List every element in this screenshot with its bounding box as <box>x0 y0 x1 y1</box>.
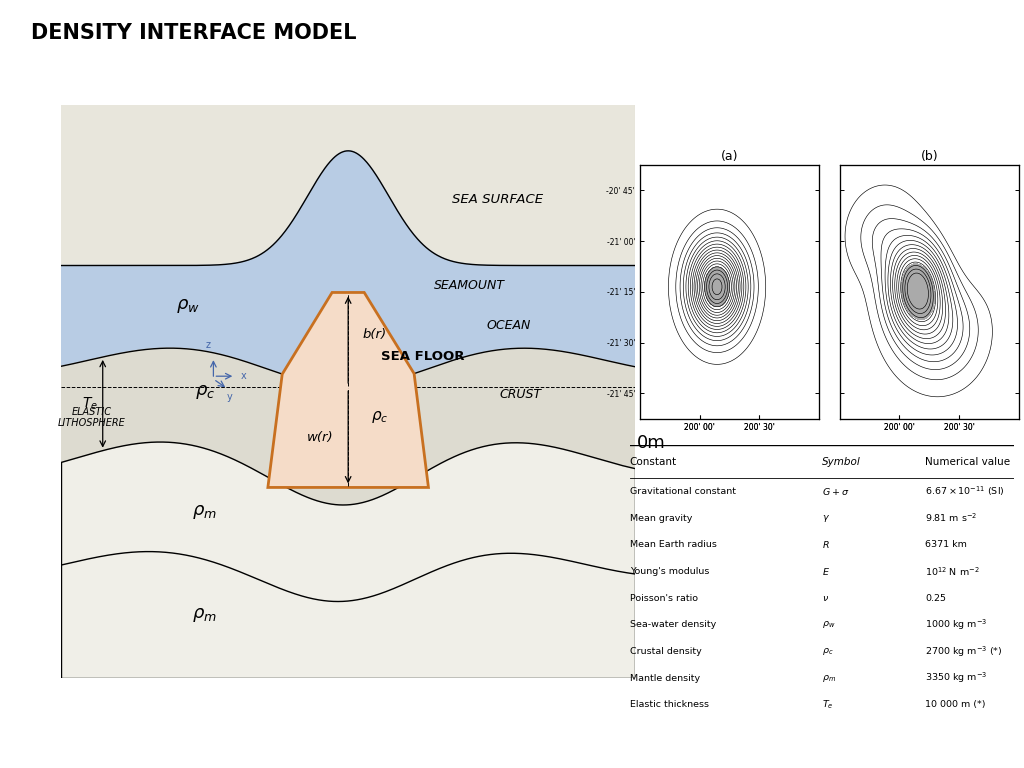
Text: 0m: 0m <box>637 434 666 452</box>
Text: Elastic thickness: Elastic thickness <box>630 700 709 710</box>
Text: $T_e$: $T_e$ <box>821 699 834 711</box>
Text: $R$: $R$ <box>821 539 829 551</box>
Polygon shape <box>61 348 635 505</box>
Text: $3350\ \mathrm{kg\ m}^{-3}$: $3350\ \mathrm{kg\ m}^{-3}$ <box>926 670 988 685</box>
Text: w(r): w(r) <box>307 431 334 444</box>
Text: CRUST: CRUST <box>499 388 542 401</box>
Text: $\rho_m$: $\rho_m$ <box>821 673 836 684</box>
Text: $2700\ \mathrm{kg\ m}^{-3}$ (*): $2700\ \mathrm{kg\ m}^{-3}$ (*) <box>926 644 1004 659</box>
Text: Numerical value: Numerical value <box>926 457 1011 467</box>
Text: Mean gravity: Mean gravity <box>630 514 692 523</box>
Text: $\rho_c$: $\rho_c$ <box>821 646 834 657</box>
Text: $10^{12}\ \mathrm{N\ m}^{-2}$: $10^{12}\ \mathrm{N\ m}^{-2}$ <box>926 565 980 578</box>
Text: $\rho_w$: $\rho_w$ <box>176 296 200 315</box>
Text: 10 000 m (*): 10 000 m (*) <box>926 700 986 710</box>
Text: $1000\ \mathrm{kg\ m}^{-3}$: $1000\ \mathrm{kg\ m}^{-3}$ <box>926 617 988 632</box>
Text: Symbol: Symbol <box>821 457 860 467</box>
Text: $T_e$: $T_e$ <box>82 396 98 412</box>
Text: z: z <box>205 340 210 350</box>
Text: Constant: Constant <box>630 457 677 467</box>
Text: 6371 km: 6371 km <box>926 541 968 549</box>
Text: $6.67\times10^{-11}$ (SI): $6.67\times10^{-11}$ (SI) <box>926 485 1006 498</box>
Text: Mantle density: Mantle density <box>630 674 699 683</box>
Text: $\rho_c$: $\rho_c$ <box>371 409 388 425</box>
Title: (a): (a) <box>721 150 738 163</box>
Text: SEA FLOOR: SEA FLOOR <box>381 349 465 362</box>
Text: $\nu$: $\nu$ <box>821 594 828 603</box>
Polygon shape <box>61 105 635 266</box>
Text: OCEAN: OCEAN <box>486 319 530 333</box>
Text: Crustal density: Crustal density <box>630 647 701 656</box>
Polygon shape <box>268 293 428 488</box>
Text: SEA SURFACE: SEA SURFACE <box>452 193 543 206</box>
Text: SEAMOUNT: SEAMOUNT <box>434 279 505 292</box>
Text: x: x <box>241 371 247 381</box>
Text: Gravitational constant: Gravitational constant <box>630 487 736 496</box>
Text: $E$: $E$ <box>821 566 829 577</box>
Text: 0.25: 0.25 <box>926 594 946 603</box>
Text: Sea-water density: Sea-water density <box>630 621 716 629</box>
Text: Poisson's ratio: Poisson's ratio <box>630 594 697 603</box>
Polygon shape <box>61 151 635 387</box>
Text: Young's modulus: Young's modulus <box>630 567 710 576</box>
Text: $\rho_w$: $\rho_w$ <box>821 619 836 631</box>
Text: y: y <box>227 392 232 402</box>
Text: $\rho_m$: $\rho_m$ <box>193 606 217 624</box>
Text: $\gamma$: $\gamma$ <box>821 513 829 524</box>
Text: $\rho_m$: $\rho_m$ <box>193 503 217 521</box>
Text: DENSITY INTERFACE MODEL: DENSITY INTERFACE MODEL <box>31 23 356 43</box>
Title: (b): (b) <box>921 150 938 163</box>
Text: Mean Earth radius: Mean Earth radius <box>630 541 717 549</box>
Text: ELASTIC
LITHOSPHERE: ELASTIC LITHOSPHERE <box>57 407 125 429</box>
Text: b(r): b(r) <box>362 327 387 340</box>
Text: $\rho_c$: $\rho_c$ <box>195 382 215 401</box>
Text: $9.81\ \mathrm{m\ s}^{-2}$: $9.81\ \mathrm{m\ s}^{-2}$ <box>926 511 978 525</box>
Text: $G+\sigma$: $G+\sigma$ <box>821 486 849 497</box>
FancyBboxPatch shape <box>61 105 635 678</box>
